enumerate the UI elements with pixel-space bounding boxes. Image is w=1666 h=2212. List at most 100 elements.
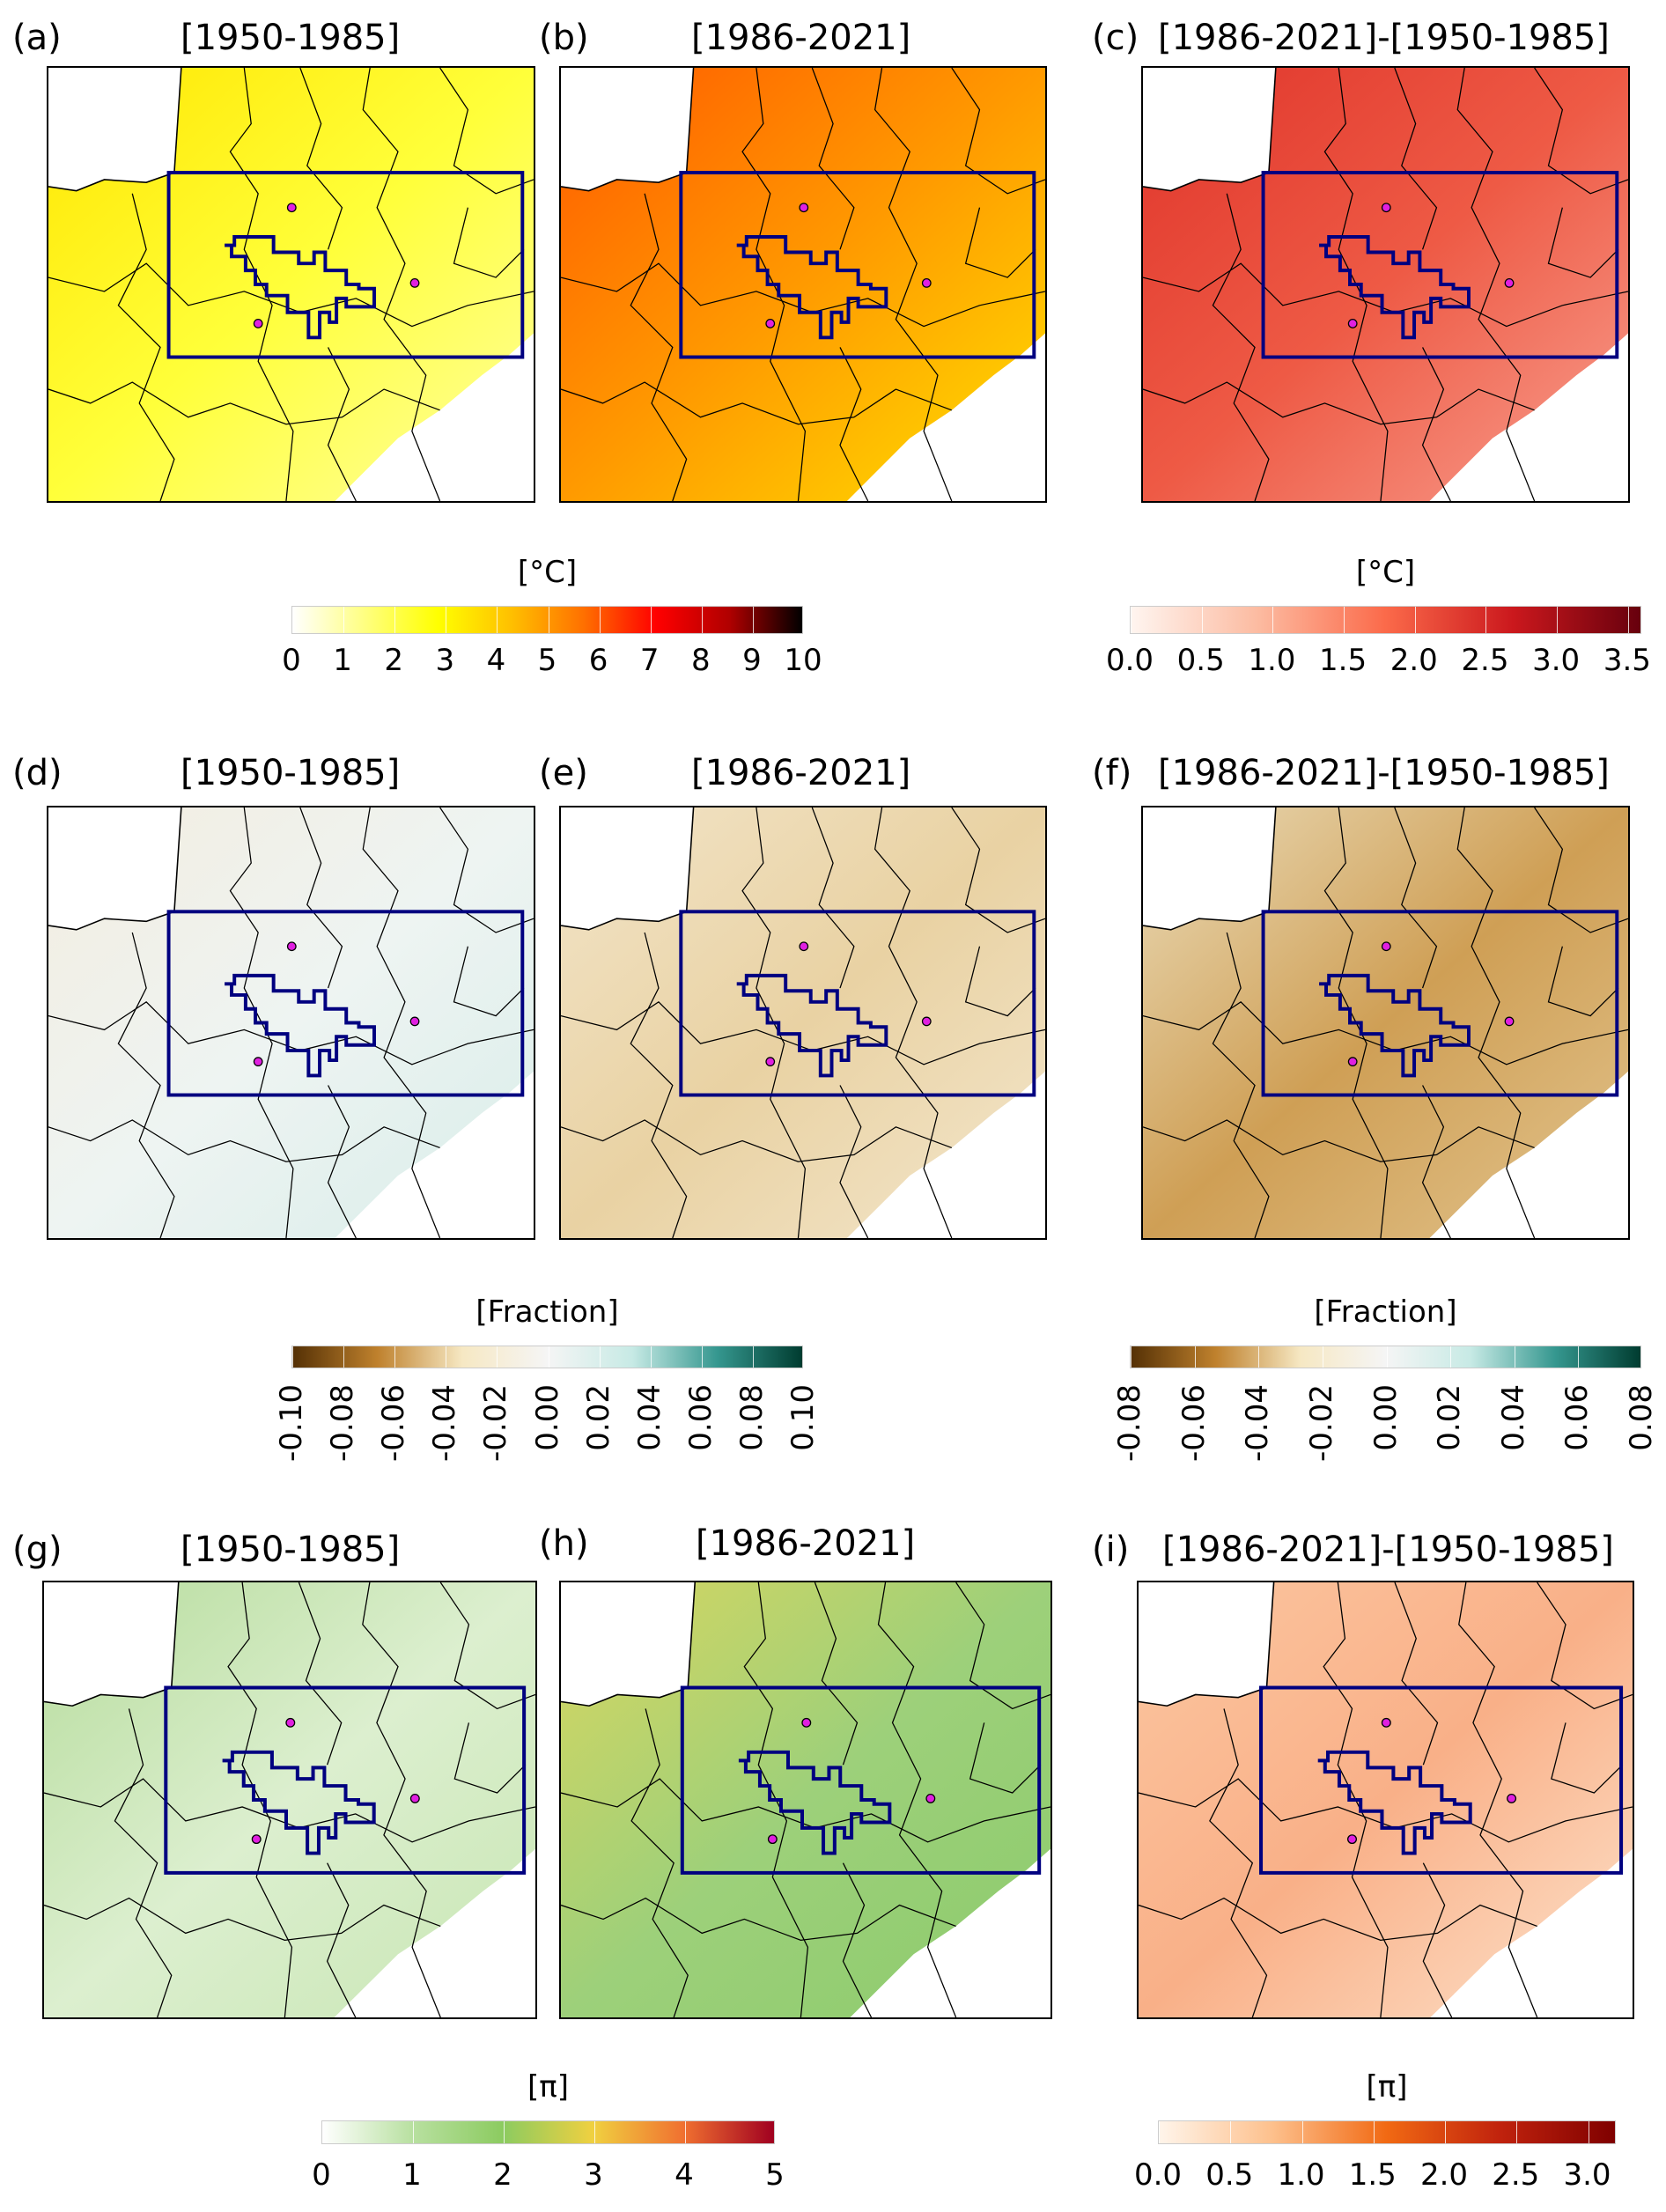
station-dot [1347, 319, 1358, 328]
colorbar-tick-label: 2.5 [1492, 2157, 1540, 2193]
pyrenees-outline [225, 235, 376, 340]
colorbar-tick-label: -0.02 [478, 1384, 514, 1462]
study-area-box [1261, 171, 1619, 359]
coastline [561, 68, 695, 192]
colorbar [321, 2120, 777, 2144]
sea-area [846, 1071, 1045, 1238]
colorbar-tick [1159, 2121, 1160, 2143]
map-panel [559, 806, 1047, 1240]
region-border [48, 262, 534, 328]
colorbar-label: [π] [1366, 2069, 1408, 2105]
station-dot [1381, 1717, 1391, 1728]
sea-area [335, 333, 534, 501]
region-border [1422, 1862, 1453, 2017]
pyrenees-outline [225, 973, 376, 1078]
region-border [1143, 381, 1535, 425]
colorbar-tick-label: 2.0 [1419, 2157, 1469, 2193]
map-panel [1141, 66, 1630, 503]
colorbar-tick-label: 2 [493, 2157, 512, 2193]
study-area-box [166, 910, 525, 1097]
colorbar-tick-label: 0.06 [1559, 1384, 1596, 1451]
colorbar-tick-label: 3.5 [1603, 643, 1651, 678]
sea-area [1143, 807, 1276, 930]
colorbar-tick-label: 0.04 [1495, 1384, 1531, 1451]
station-dot [799, 203, 809, 213]
colorbar-tick-label: 0.06 [682, 1384, 719, 1451]
sea-area [850, 1848, 1050, 2017]
sea-area [1143, 68, 1276, 191]
region-border [326, 1862, 357, 2017]
station-dot [799, 941, 809, 952]
region-border [114, 1708, 173, 2017]
colorbar-tick [1450, 1346, 1452, 1368]
colorbar-tick [497, 1346, 498, 1368]
region-border [439, 1582, 535, 1710]
station-dot [251, 1834, 262, 1845]
region-border [874, 807, 953, 1238]
region-border [874, 68, 953, 501]
colorbar-tick [685, 2121, 686, 2143]
station-dot [409, 1793, 420, 1803]
pyrenees-outline [736, 973, 888, 1078]
colorbar-tick-label: -0.06 [376, 1384, 412, 1462]
colorbar-tick [752, 607, 754, 633]
colorbar-tick-label: 1.0 [1248, 643, 1296, 678]
colorbar-tick-label: 2.0 [1390, 643, 1438, 678]
region-border [814, 1582, 859, 1766]
region-border [453, 207, 525, 278]
sea-area [846, 333, 1045, 501]
colorbar-tick-label: 5 [537, 643, 557, 678]
study-area-box [680, 1685, 1042, 1875]
map-panel [1137, 1581, 1634, 2019]
colorbar-tick [594, 2121, 595, 2143]
station-dot [921, 278, 932, 288]
region-border [561, 1119, 953, 1162]
colorbar-tick-label: 3.0 [1563, 2157, 1611, 2193]
region-border [1139, 1778, 1633, 1843]
station-dot [767, 1834, 778, 1845]
colorbar-tick-label: -0.10 [274, 1384, 309, 1462]
colorbar-tick-label: 0.08 [733, 1384, 770, 1451]
study-area-box [164, 1685, 527, 1875]
sea-area [48, 68, 181, 191]
map-panel [559, 66, 1047, 503]
panel-title: [1986-2021]-[1950-1985] [1158, 753, 1610, 793]
colorbar-label: [°C] [1355, 555, 1416, 590]
panel-title: [1986-2021] [691, 753, 911, 793]
colorbar-tick-label: 2 [384, 643, 404, 678]
colorbar-tick-label: 0.0 [1105, 643, 1154, 678]
study-area-box [1261, 910, 1619, 1097]
region-border [44, 1778, 535, 1843]
colorbar-tick-label: 3 [584, 2157, 603, 2193]
region-border [298, 1582, 343, 1766]
colorbar-tick [413, 2121, 414, 2143]
region-border [1534, 68, 1628, 195]
colorbar-tick [1194, 1346, 1196, 1368]
panel-label: (i) [1092, 1530, 1130, 1570]
region-border [630, 1708, 689, 2017]
station-dot [1381, 203, 1391, 213]
colorbar-tick [1131, 607, 1132, 633]
colorbar-tick-label: -0.06 [1176, 1384, 1212, 1462]
colorbar-tick-label: 3.0 [1532, 643, 1581, 678]
region-border [453, 946, 525, 1017]
colorbar-tick [650, 1346, 652, 1368]
colorbar-tick [701, 607, 703, 633]
panel-label: (f) [1092, 753, 1132, 793]
colorbar-tick [394, 607, 396, 633]
colorbar-tick [497, 607, 498, 633]
colorbar-tick-label: 5 [765, 2157, 785, 2193]
station-dot [801, 1717, 812, 1728]
colorbar-tick [343, 1346, 345, 1368]
colorbar-tick [1557, 607, 1559, 633]
region-border [117, 193, 175, 501]
colorbar-tick [394, 1346, 396, 1368]
station-dot [1347, 1057, 1358, 1067]
colorbar-tick-label: 8 [690, 643, 711, 678]
coastline [48, 68, 182, 192]
region-border [1394, 807, 1438, 989]
colorbar-tick [1258, 1346, 1260, 1368]
region-border [741, 68, 807, 501]
sea-area [335, 1071, 534, 1238]
colorbar-tick [752, 1346, 754, 1368]
